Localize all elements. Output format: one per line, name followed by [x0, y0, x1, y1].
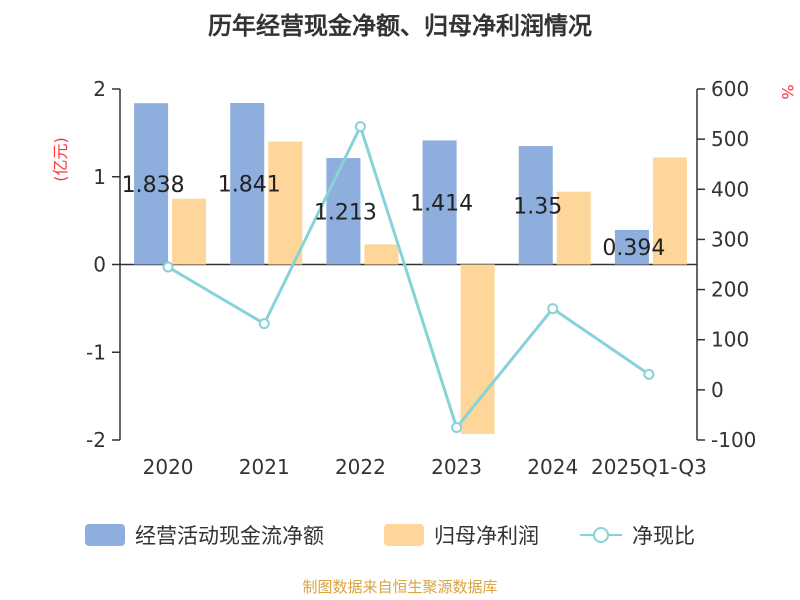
- legend-item-cashflow[interactable]: 经营活动现金流净额: [85, 520, 324, 550]
- data-label-cashflow: 1.35: [513, 194, 562, 219]
- category-label: 2025Q1-Q3: [591, 455, 707, 479]
- right-tick-label: 600: [711, 77, 749, 101]
- ratio-point: [258, 318, 270, 330]
- ratio-line: [162, 121, 655, 433]
- right-tick-label: 0: [711, 378, 724, 402]
- bar-cashflow: [134, 103, 169, 265]
- bar-cashflow: [614, 229, 649, 265]
- data-labels: 1.838 1.841 1.213 1.414 1.35 0.394: [122, 173, 666, 261]
- right-tick-label: 100: [711, 328, 749, 352]
- bar-net-profit: [652, 157, 687, 265]
- category-label: 2021: [239, 455, 290, 479]
- category-label: 2023: [431, 455, 482, 479]
- chart-title: 历年经营现金净额、归母净利润情况: [208, 12, 592, 40]
- data-label-cashflow: 1.213: [314, 200, 377, 225]
- left-tick-label: 2: [93, 77, 106, 101]
- bar-cashflow: [518, 146, 553, 265]
- data-label-cashflow: 0.394: [602, 236, 665, 261]
- ratio-point: [643, 368, 655, 380]
- bars: [134, 102, 687, 434]
- right-tick-label: 300: [711, 227, 749, 251]
- legend-swatch-net-profit: [384, 524, 424, 546]
- bar-net-profit: [172, 198, 207, 265]
- data-label-cashflow: 1.838: [122, 173, 185, 198]
- axes: 2 1 0 -1 -2 (亿元) 600 500 400 300 200 100 0 -100% 2020 2…: [51, 77, 797, 479]
- ratio-point: [451, 421, 463, 433]
- legend-line-marker-icon: [580, 524, 622, 546]
- legend-item-net-profit[interactable]: 归母净利润: [384, 520, 539, 550]
- left-tick-label: 1: [93, 165, 106, 189]
- right-tick-label: -100: [711, 428, 756, 452]
- ratio-point: [162, 261, 174, 273]
- chart-canvas: 2 1 0 -1 -2 (亿元) 600 500 400 300 200 100 0 -100% 2020 2…: [51, 77, 797, 479]
- bar-cashflow: [230, 102, 265, 265]
- data-label-cashflow: 1.414: [410, 191, 473, 216]
- category-label: 2020: [143, 455, 194, 479]
- right-tick-label: 500: [711, 127, 749, 151]
- right-axis-unit: %: [778, 84, 797, 99]
- bar-net-profit: [268, 141, 303, 265]
- left-axis-unit: (亿元): [51, 137, 70, 182]
- legend-label-ratio: 净现比: [632, 524, 695, 548]
- category-label: 2022: [335, 455, 386, 479]
- ratio-point: [354, 121, 366, 133]
- bar-cashflow: [326, 158, 361, 265]
- data-label-cashflow: 1.841: [218, 173, 281, 198]
- legend-label-net-profit: 归母净利润: [434, 524, 539, 548]
- bar-net-profit: [364, 244, 399, 265]
- legend: 经营活动现金流净额 归母净利润 净现比: [0, 520, 800, 550]
- left-tick-label: -1: [86, 340, 106, 364]
- legend-item-ratio[interactable]: 净现比: [580, 520, 695, 550]
- left-tick-label: 0: [93, 253, 106, 277]
- source-footer: 制图数据来自恒生聚源数据库: [302, 578, 498, 596]
- legend-label-cashflow: 经营活动现金流净额: [135, 524, 324, 548]
- category-label: 2024: [527, 455, 578, 479]
- bar-net-profit: [556, 191, 591, 265]
- ratio-line-path: [167, 122, 650, 431]
- legend-swatch-cashflow: [85, 524, 125, 546]
- bar-cashflow: [422, 140, 457, 265]
- right-tick-label: 400: [711, 177, 749, 201]
- left-tick-label: -2: [86, 428, 106, 452]
- bar-net-profit: [460, 264, 495, 434]
- ratio-point: [547, 303, 559, 315]
- right-tick-label: 200: [711, 278, 749, 302]
